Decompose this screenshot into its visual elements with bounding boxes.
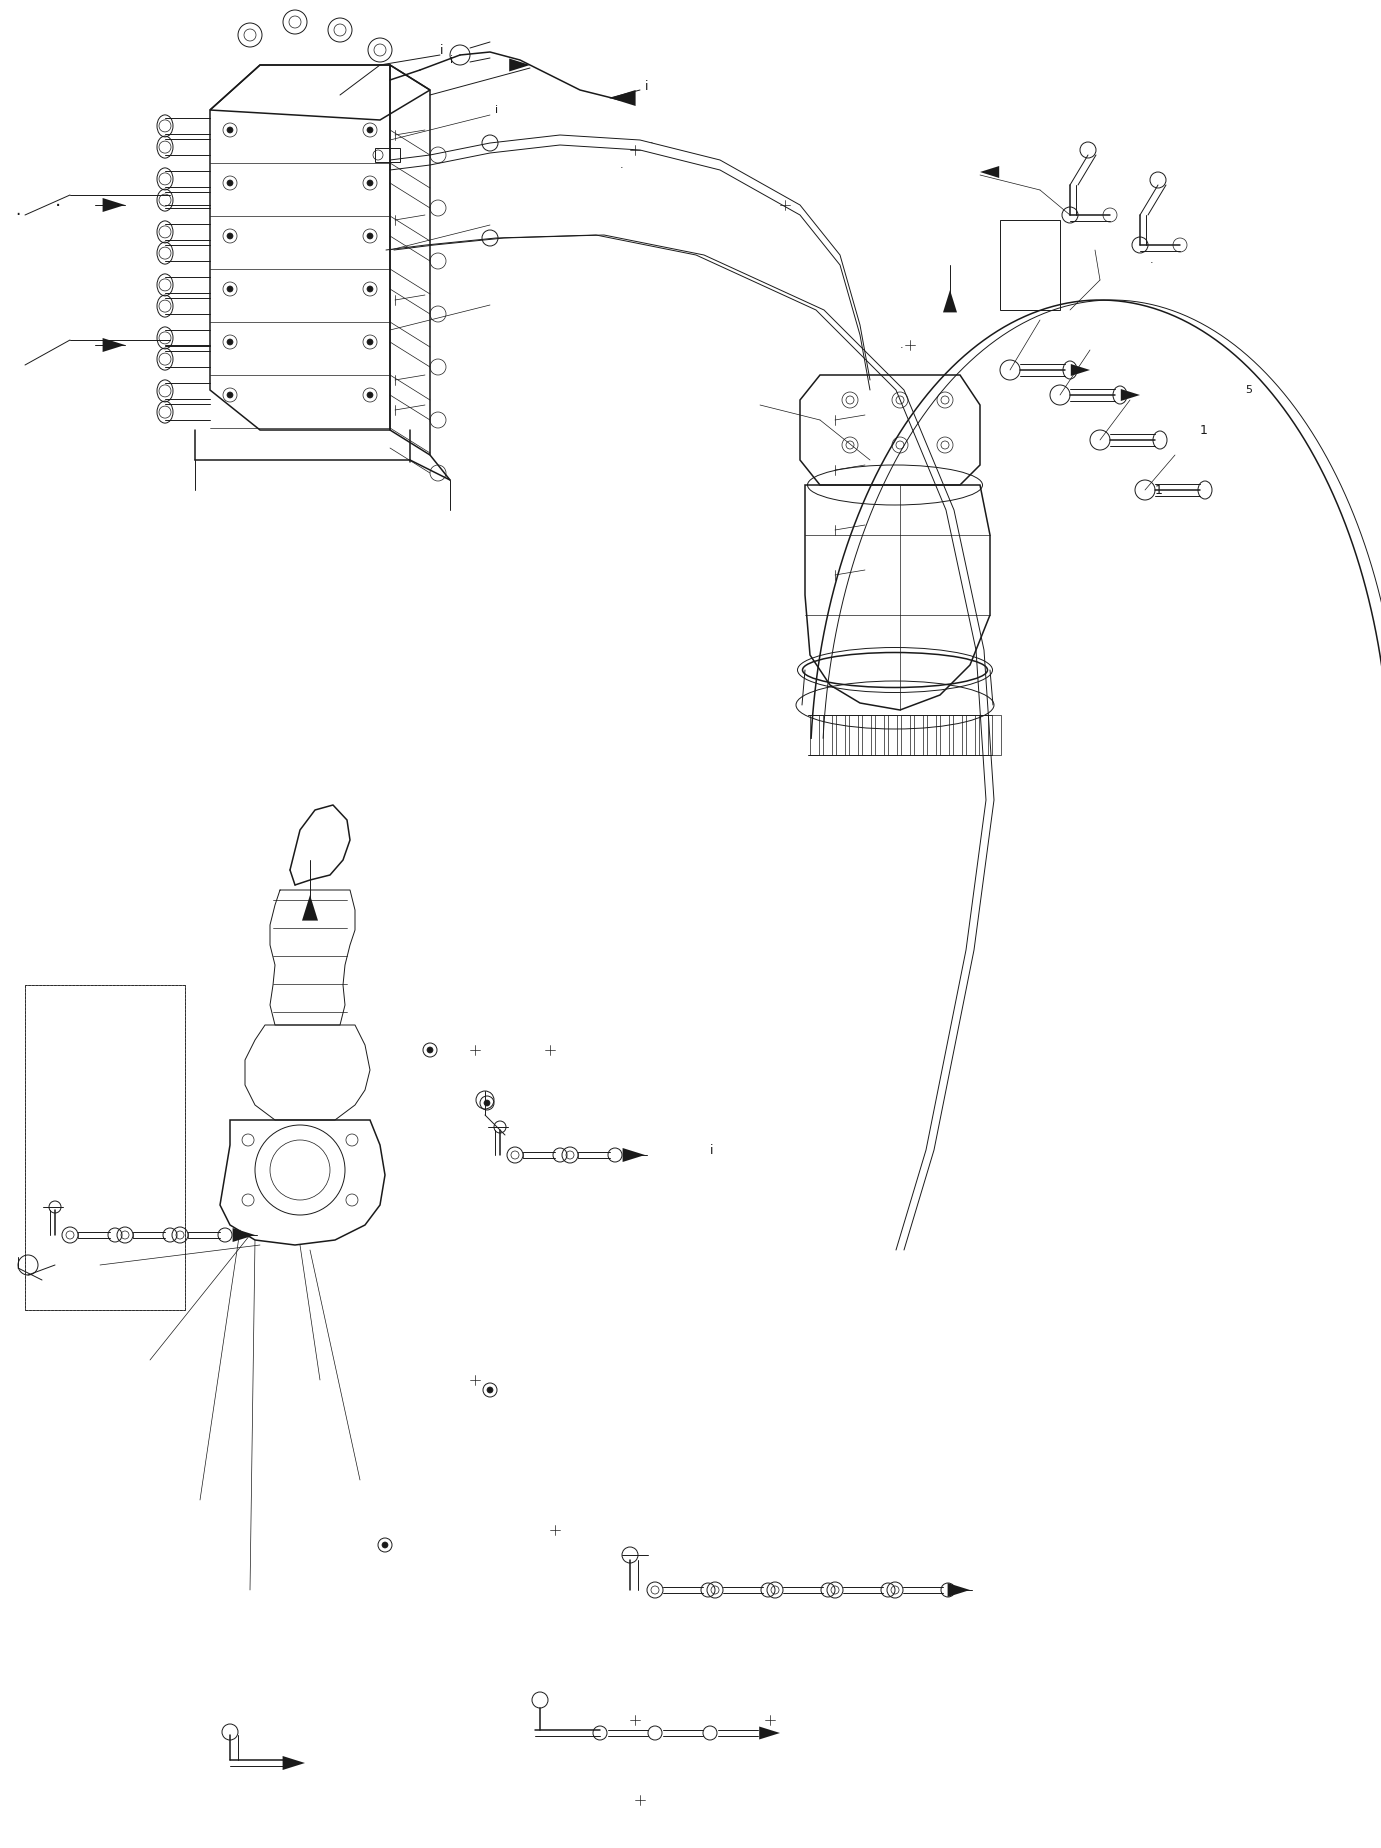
Circle shape [367,338,373,346]
Circle shape [483,1100,490,1105]
Circle shape [383,1541,388,1549]
Bar [900,715,910,756]
Bar [927,715,936,756]
Bar [940,715,949,756]
Text: i: i [441,44,443,57]
Circle shape [367,392,373,397]
Polygon shape [981,166,1000,177]
Bar [979,715,987,756]
Bar [823,715,831,756]
Circle shape [487,1388,493,1393]
Circle shape [226,286,233,292]
Polygon shape [232,1229,255,1242]
Text: 5: 5 [1246,384,1253,395]
Bar [876,715,884,756]
Polygon shape [943,290,957,312]
Polygon shape [283,1756,305,1770]
Text: 1: 1 [1155,484,1163,497]
Text: i: i [645,81,649,94]
Circle shape [226,392,233,397]
Circle shape [367,233,373,238]
Circle shape [427,1048,434,1053]
Circle shape [226,128,233,133]
Bar [914,715,923,756]
Polygon shape [1070,364,1090,375]
Text: 1: 1 [1200,423,1208,436]
Bar [888,715,898,756]
Circle shape [367,286,373,292]
Circle shape [226,179,233,187]
Text: .: . [1150,255,1153,264]
Bar [965,715,975,756]
Polygon shape [302,894,318,920]
Text: .: . [650,135,653,144]
Bar [836,715,845,756]
Polygon shape [510,59,530,72]
Circle shape [226,233,233,238]
Polygon shape [947,1584,969,1597]
Circle shape [367,128,373,133]
Circle shape [226,338,233,346]
Polygon shape [102,198,126,213]
Bar [862,715,871,756]
Text: .: . [620,161,624,170]
Polygon shape [610,91,635,105]
Polygon shape [1121,388,1139,401]
Bar [849,715,858,756]
Bar [376,148,400,163]
Text: .: . [900,340,903,349]
Polygon shape [760,1726,780,1739]
Text: i: i [494,105,499,115]
Text: i: i [450,55,453,65]
Text: .: . [55,190,61,209]
Polygon shape [623,1148,645,1162]
Bar [992,715,1001,756]
Circle shape [367,179,373,187]
Text: i: i [710,1144,714,1157]
Polygon shape [102,338,126,351]
Bar [811,715,819,756]
Text: .: . [15,201,21,220]
Bar [1000,220,1061,310]
Bar [953,715,963,756]
